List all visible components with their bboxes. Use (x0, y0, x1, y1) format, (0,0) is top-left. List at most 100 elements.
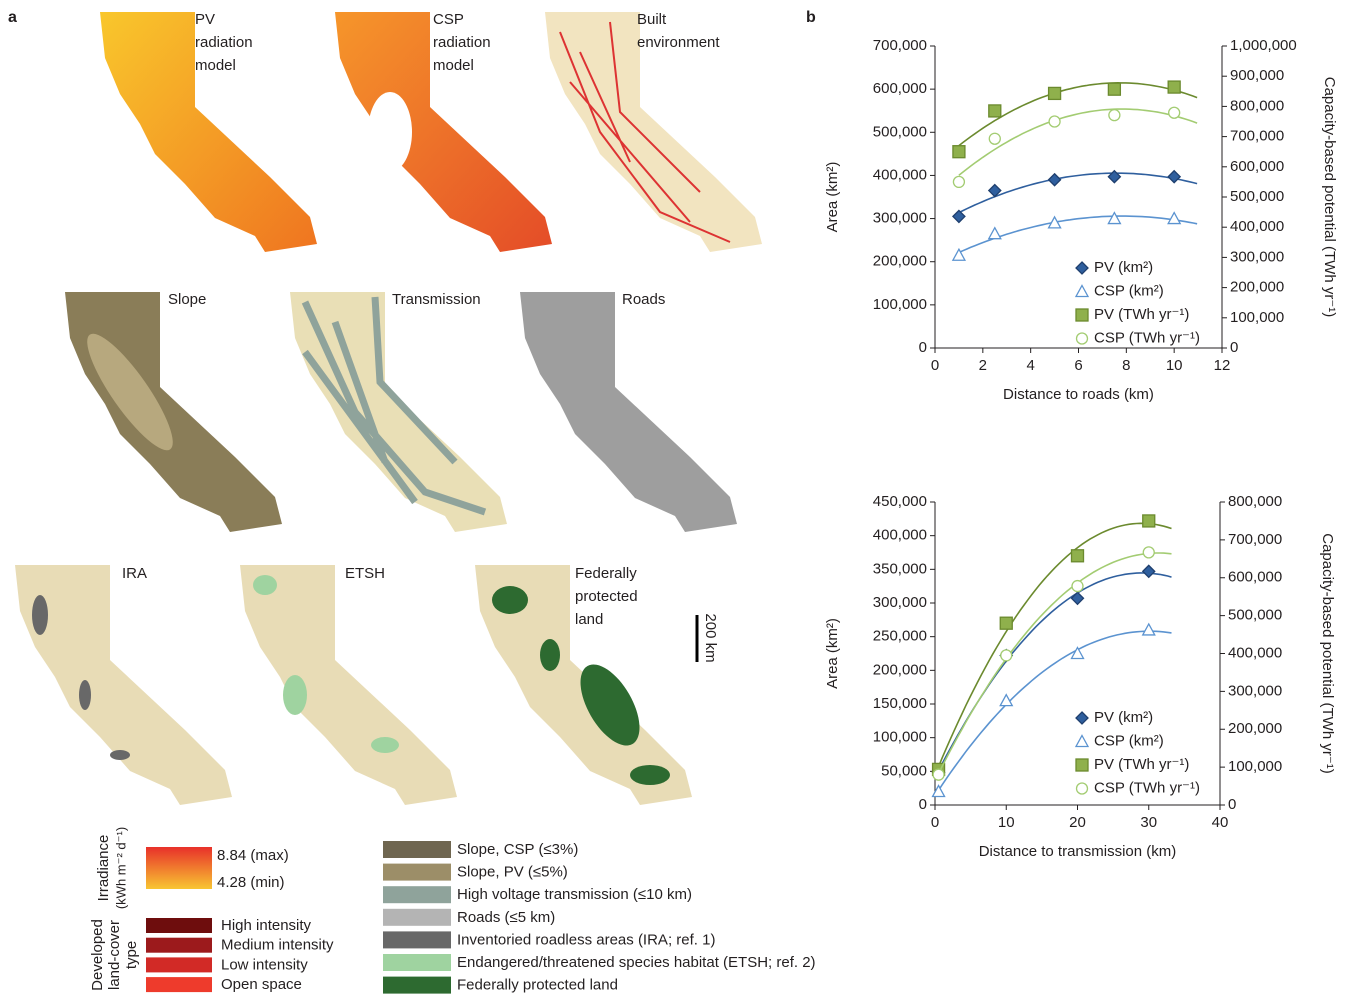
x-tick-label: 30 (1140, 814, 1157, 831)
panel-label: a (8, 9, 17, 26)
irradiance-swatch (146, 847, 212, 889)
legend-swatch (383, 931, 451, 948)
legend-marker (1076, 262, 1088, 274)
legend-label: 8.84 (max) (217, 847, 289, 864)
point (1143, 515, 1155, 527)
map-label: environment (637, 34, 720, 51)
y-tick-label: 150,000 (873, 695, 927, 712)
x-tick-label: 0 (931, 814, 939, 831)
legend-title: land-cover (106, 920, 123, 990)
map (65, 292, 282, 532)
y-tick-label: 200,000 (873, 253, 927, 270)
x-tick-label: 10 (1166, 357, 1183, 374)
legend-label: CSP (TWh yr⁻¹) (1094, 329, 1200, 346)
point (1143, 565, 1155, 577)
legend-marker (1077, 783, 1088, 794)
map-label: protected (575, 588, 638, 605)
y2-tick-label: 800,000 (1228, 493, 1282, 510)
point (1168, 81, 1180, 93)
map-label: Federally (575, 565, 637, 582)
y2-axis-title: Capacity-based potential (TWh yr⁻¹) (1321, 77, 1338, 318)
legend-swatch (146, 918, 212, 933)
legend-swatch (383, 841, 451, 858)
legend-label: CSP (km²) (1094, 282, 1164, 299)
y-tick-label: 300,000 (873, 594, 927, 611)
legend-label: Medium intensity (221, 937, 334, 954)
legend-marker (1076, 736, 1088, 747)
y2-tick-label: 400,000 (1228, 644, 1282, 661)
legend-title: type (123, 941, 140, 969)
point (989, 228, 1001, 239)
map-label: radiation (433, 34, 491, 51)
figure: a b PVradiationmodelCSPradiationmodelBui… (0, 0, 1354, 996)
y-tick-label: 100,000 (873, 296, 927, 313)
map-label: radiation (195, 34, 253, 51)
y-tick-label: 350,000 (873, 560, 927, 577)
legend-label: PV (km²) (1094, 709, 1153, 726)
legend-swatch (146, 938, 212, 953)
map-label: model (433, 57, 474, 74)
y2-tick-label: 200,000 (1228, 720, 1282, 737)
legend-swatch (146, 957, 212, 972)
charts: 0 2 4 6 8 10 12 0 100,000 200,000 300,000 400,000 50… (824, 37, 1338, 860)
point (1072, 648, 1084, 659)
point (1143, 547, 1154, 558)
legend-marker (1076, 286, 1088, 297)
point (989, 133, 1000, 144)
x-axis-title: Distance to roads (km) (1003, 386, 1154, 403)
y2-tick-label: 300,000 (1228, 682, 1282, 699)
x-tick-label: 10 (998, 814, 1015, 831)
y2-tick-label: 800,000 (1230, 97, 1284, 114)
y-tick-label: 100,000 (873, 729, 927, 746)
point (1108, 83, 1120, 95)
legend-marker (1076, 712, 1088, 724)
x-tick-label: 12 (1214, 357, 1231, 374)
map-label: land (575, 611, 603, 628)
x-tick-label: 20 (1069, 814, 1086, 831)
x-tick-label: 8 (1122, 357, 1130, 374)
x-tick-label: 4 (1026, 357, 1034, 374)
legend-marker (1076, 759, 1088, 771)
x-tick-label: 6 (1074, 357, 1082, 374)
legend-label: High voltage transmission (≤10 km) (457, 886, 692, 903)
point (1049, 116, 1060, 127)
y2-tick-label: 600,000 (1228, 569, 1282, 586)
legend-swatch (146, 977, 212, 992)
legend-label: CSP (km²) (1094, 732, 1164, 749)
x-tick-label: 2 (979, 357, 987, 374)
legend-label: Slope, PV (≤5%) (457, 864, 568, 881)
map-label: CSP (433, 11, 464, 28)
y2-tick-label: 0 (1228, 796, 1236, 813)
legend-label: Federally protected land (457, 977, 618, 994)
legend-label: PV (TWh yr⁻¹) (1094, 306, 1189, 323)
legend-label: Low intensity (221, 956, 308, 973)
point (1072, 581, 1083, 592)
legend-swatch (383, 954, 451, 971)
legend-label: Roads (≤5 km) (457, 909, 555, 926)
point (1168, 213, 1180, 224)
y-tick-label: 400,000 (873, 166, 927, 183)
legend-label: High intensity (221, 917, 312, 934)
y2-tick-label: 100,000 (1228, 758, 1282, 775)
point (1109, 110, 1120, 121)
y2-tick-label: 700,000 (1228, 531, 1282, 548)
y-tick-label: 0 (919, 339, 927, 356)
y-tick-label: 450,000 (873, 493, 927, 510)
y2-tick-label: 600,000 (1230, 158, 1284, 175)
point (1049, 87, 1061, 99)
point (1168, 171, 1180, 183)
y-tick-label: 200,000 (873, 661, 927, 678)
scale-label: 200 km (702, 613, 719, 662)
panel-label: b (806, 9, 816, 26)
point (1072, 592, 1084, 604)
y-tick-label: 500,000 (873, 123, 927, 140)
map (15, 565, 232, 805)
y2-tick-label: 100,000 (1230, 309, 1284, 326)
legend-label: Inventoried roadless areas (IRA; ref. 1) (457, 931, 715, 948)
point (1049, 174, 1061, 186)
point (1001, 650, 1012, 661)
y-tick-label: 50,000 (881, 762, 927, 779)
y2-tick-label: 300,000 (1230, 248, 1284, 265)
y-tick-label: 700,000 (873, 37, 927, 54)
map (520, 292, 737, 532)
